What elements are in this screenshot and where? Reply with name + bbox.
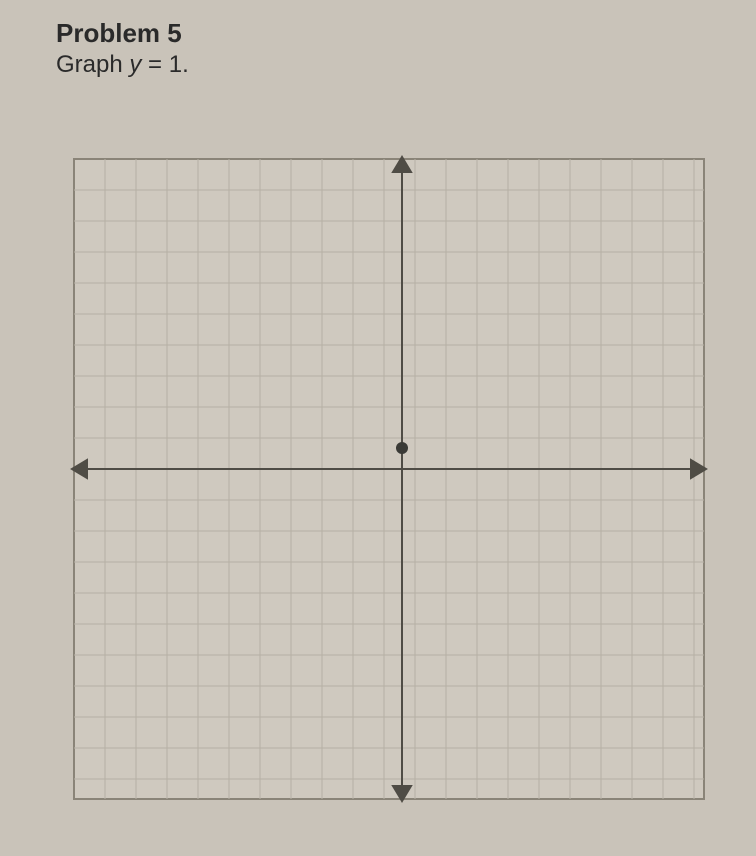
prompt-equals: = 1. xyxy=(141,51,188,78)
problem-prompt: Graph y = 1. xyxy=(56,51,726,79)
coordinate-grid xyxy=(64,149,714,809)
prompt-variable: y xyxy=(129,51,141,78)
graph-area xyxy=(64,149,726,809)
prompt-prefix: Graph xyxy=(56,51,129,78)
heading: Problem 5 Graph y = 1. xyxy=(56,18,726,79)
problem-number: Problem 5 xyxy=(56,18,726,49)
